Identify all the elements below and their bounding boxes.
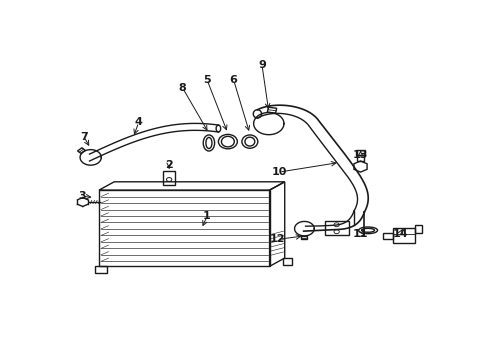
Text: 1: 1 bbox=[203, 211, 210, 221]
Text: 5: 5 bbox=[203, 75, 210, 85]
Text: 12: 12 bbox=[269, 234, 285, 244]
Text: 8: 8 bbox=[178, 82, 186, 93]
Bar bbox=[392, 228, 415, 243]
Text: 9: 9 bbox=[258, 60, 265, 70]
Text: 13: 13 bbox=[352, 150, 367, 160]
Text: 3: 3 bbox=[78, 191, 85, 201]
Text: 11: 11 bbox=[352, 229, 367, 239]
Text: 14: 14 bbox=[392, 229, 407, 239]
Text: 7: 7 bbox=[80, 132, 87, 141]
Text: 2: 2 bbox=[165, 160, 173, 170]
Text: 4: 4 bbox=[135, 117, 142, 127]
Text: 6: 6 bbox=[229, 75, 237, 85]
Bar bbox=[355, 150, 365, 155]
Bar bbox=[163, 171, 175, 185]
Bar bbox=[383, 233, 392, 239]
Bar bbox=[357, 155, 363, 161]
Text: 10: 10 bbox=[271, 167, 286, 177]
Bar bbox=[415, 225, 422, 233]
